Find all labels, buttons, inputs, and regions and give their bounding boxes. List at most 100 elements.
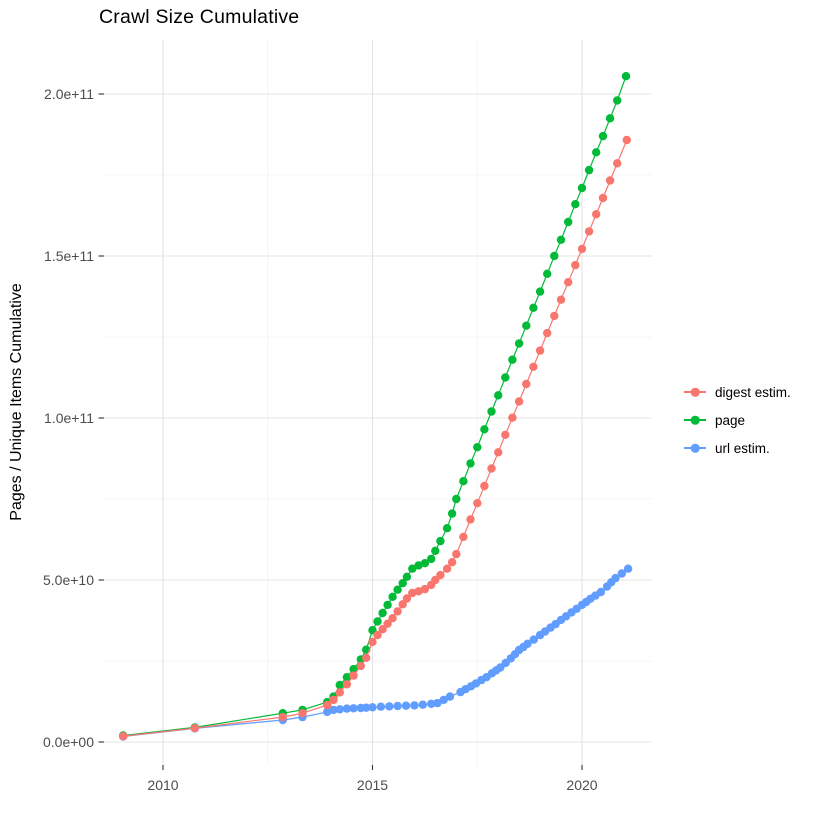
data-point [362, 653, 371, 662]
data-point [508, 413, 517, 422]
data-point [427, 699, 436, 708]
data-point [378, 608, 387, 618]
data-point [584, 165, 594, 175]
legend-key-url-icon [684, 440, 706, 456]
data-point [550, 311, 559, 321]
data-point [323, 707, 332, 717]
data-point [329, 705, 338, 715]
legend-item-digest-estim: digest estim. [684, 378, 791, 406]
data-point [368, 637, 377, 647]
data-point [298, 709, 307, 718]
x-tick-label-1: 2015 [356, 777, 389, 793]
data-point [487, 464, 496, 473]
data-point [452, 549, 461, 559]
data-point [190, 723, 199, 733]
data-point [494, 391, 503, 400]
data-point [577, 183, 587, 193]
data-point [466, 515, 475, 524]
data-point [598, 131, 608, 141]
data-point [420, 559, 430, 568]
series-url-estim [119, 564, 633, 741]
data-point [393, 701, 402, 711]
legend-item-url-estim: url estim. [684, 434, 791, 462]
data-point [447, 509, 457, 518]
data-point [623, 564, 633, 573]
data-point [393, 607, 402, 616]
data-point [480, 425, 489, 434]
y-axis-title: Pages / Unique Items Cumulative [8, 283, 25, 521]
data-point [577, 244, 587, 254]
data-point [431, 546, 440, 555]
data-point [442, 524, 452, 533]
data-point [584, 227, 594, 236]
data-point [564, 217, 573, 227]
data-point [398, 579, 407, 588]
data-point [605, 114, 615, 123]
data-point [508, 355, 517, 364]
data-point [535, 287, 545, 296]
data-point [501, 373, 510, 382]
data-point [522, 321, 531, 330]
data-point [368, 703, 377, 712]
data-point [556, 295, 566, 304]
data-point [376, 702, 386, 711]
data-point [442, 564, 452, 573]
data-point [398, 600, 407, 609]
y-tick-label-3: 1.5e+11 [44, 248, 94, 264]
data-point [529, 362, 538, 371]
data-point [349, 704, 358, 713]
data-point [329, 695, 338, 705]
data-point [556, 235, 566, 244]
data-point [342, 673, 352, 682]
data-point [613, 159, 622, 168]
data-point [408, 564, 417, 573]
data-point [622, 135, 631, 145]
data-point [402, 572, 412, 581]
data-point [418, 700, 427, 709]
data-point [119, 732, 128, 741]
legend-item-label: page [715, 412, 746, 428]
data-point [466, 459, 475, 468]
data-point [523, 639, 532, 648]
data-point [278, 712, 287, 722]
series-line [123, 139, 628, 737]
data-point [414, 561, 423, 570]
data-point [529, 303, 538, 312]
data-point [383, 600, 392, 610]
series-digest-estim [119, 135, 631, 741]
data-point [349, 671, 358, 680]
data-point [342, 680, 352, 689]
data-point [383, 619, 392, 628]
data-point [414, 587, 423, 596]
legend-item-page: page [684, 406, 791, 434]
data-point [535, 346, 545, 355]
data-point [459, 532, 468, 542]
data-point [459, 477, 468, 486]
data-point [436, 536, 445, 546]
series-line [123, 568, 629, 738]
data-point [401, 701, 411, 710]
y-tick-label-1: 5.0e+10 [43, 572, 94, 588]
data-point [592, 210, 601, 219]
x-tick-label-0: 2010 [147, 777, 179, 793]
data-point [373, 617, 382, 626]
y-tick-label-0: 0.0e+00 [43, 734, 94, 750]
data-point [427, 554, 436, 564]
data-point [613, 96, 622, 105]
data-point [420, 584, 430, 594]
y-tick-label-4: 2.0e+11 [44, 86, 94, 102]
data-point [349, 664, 358, 674]
data-point [388, 614, 397, 623]
data-point [388, 592, 397, 601]
data-point [436, 570, 445, 580]
data-point [514, 397, 524, 406]
data-point [408, 588, 417, 598]
data-point [335, 705, 344, 714]
data-point [373, 630, 382, 640]
legend-key-digest-icon [684, 384, 706, 400]
data-point [501, 430, 510, 439]
data-point [617, 569, 626, 578]
data-point [621, 72, 631, 81]
data-point [473, 443, 482, 452]
